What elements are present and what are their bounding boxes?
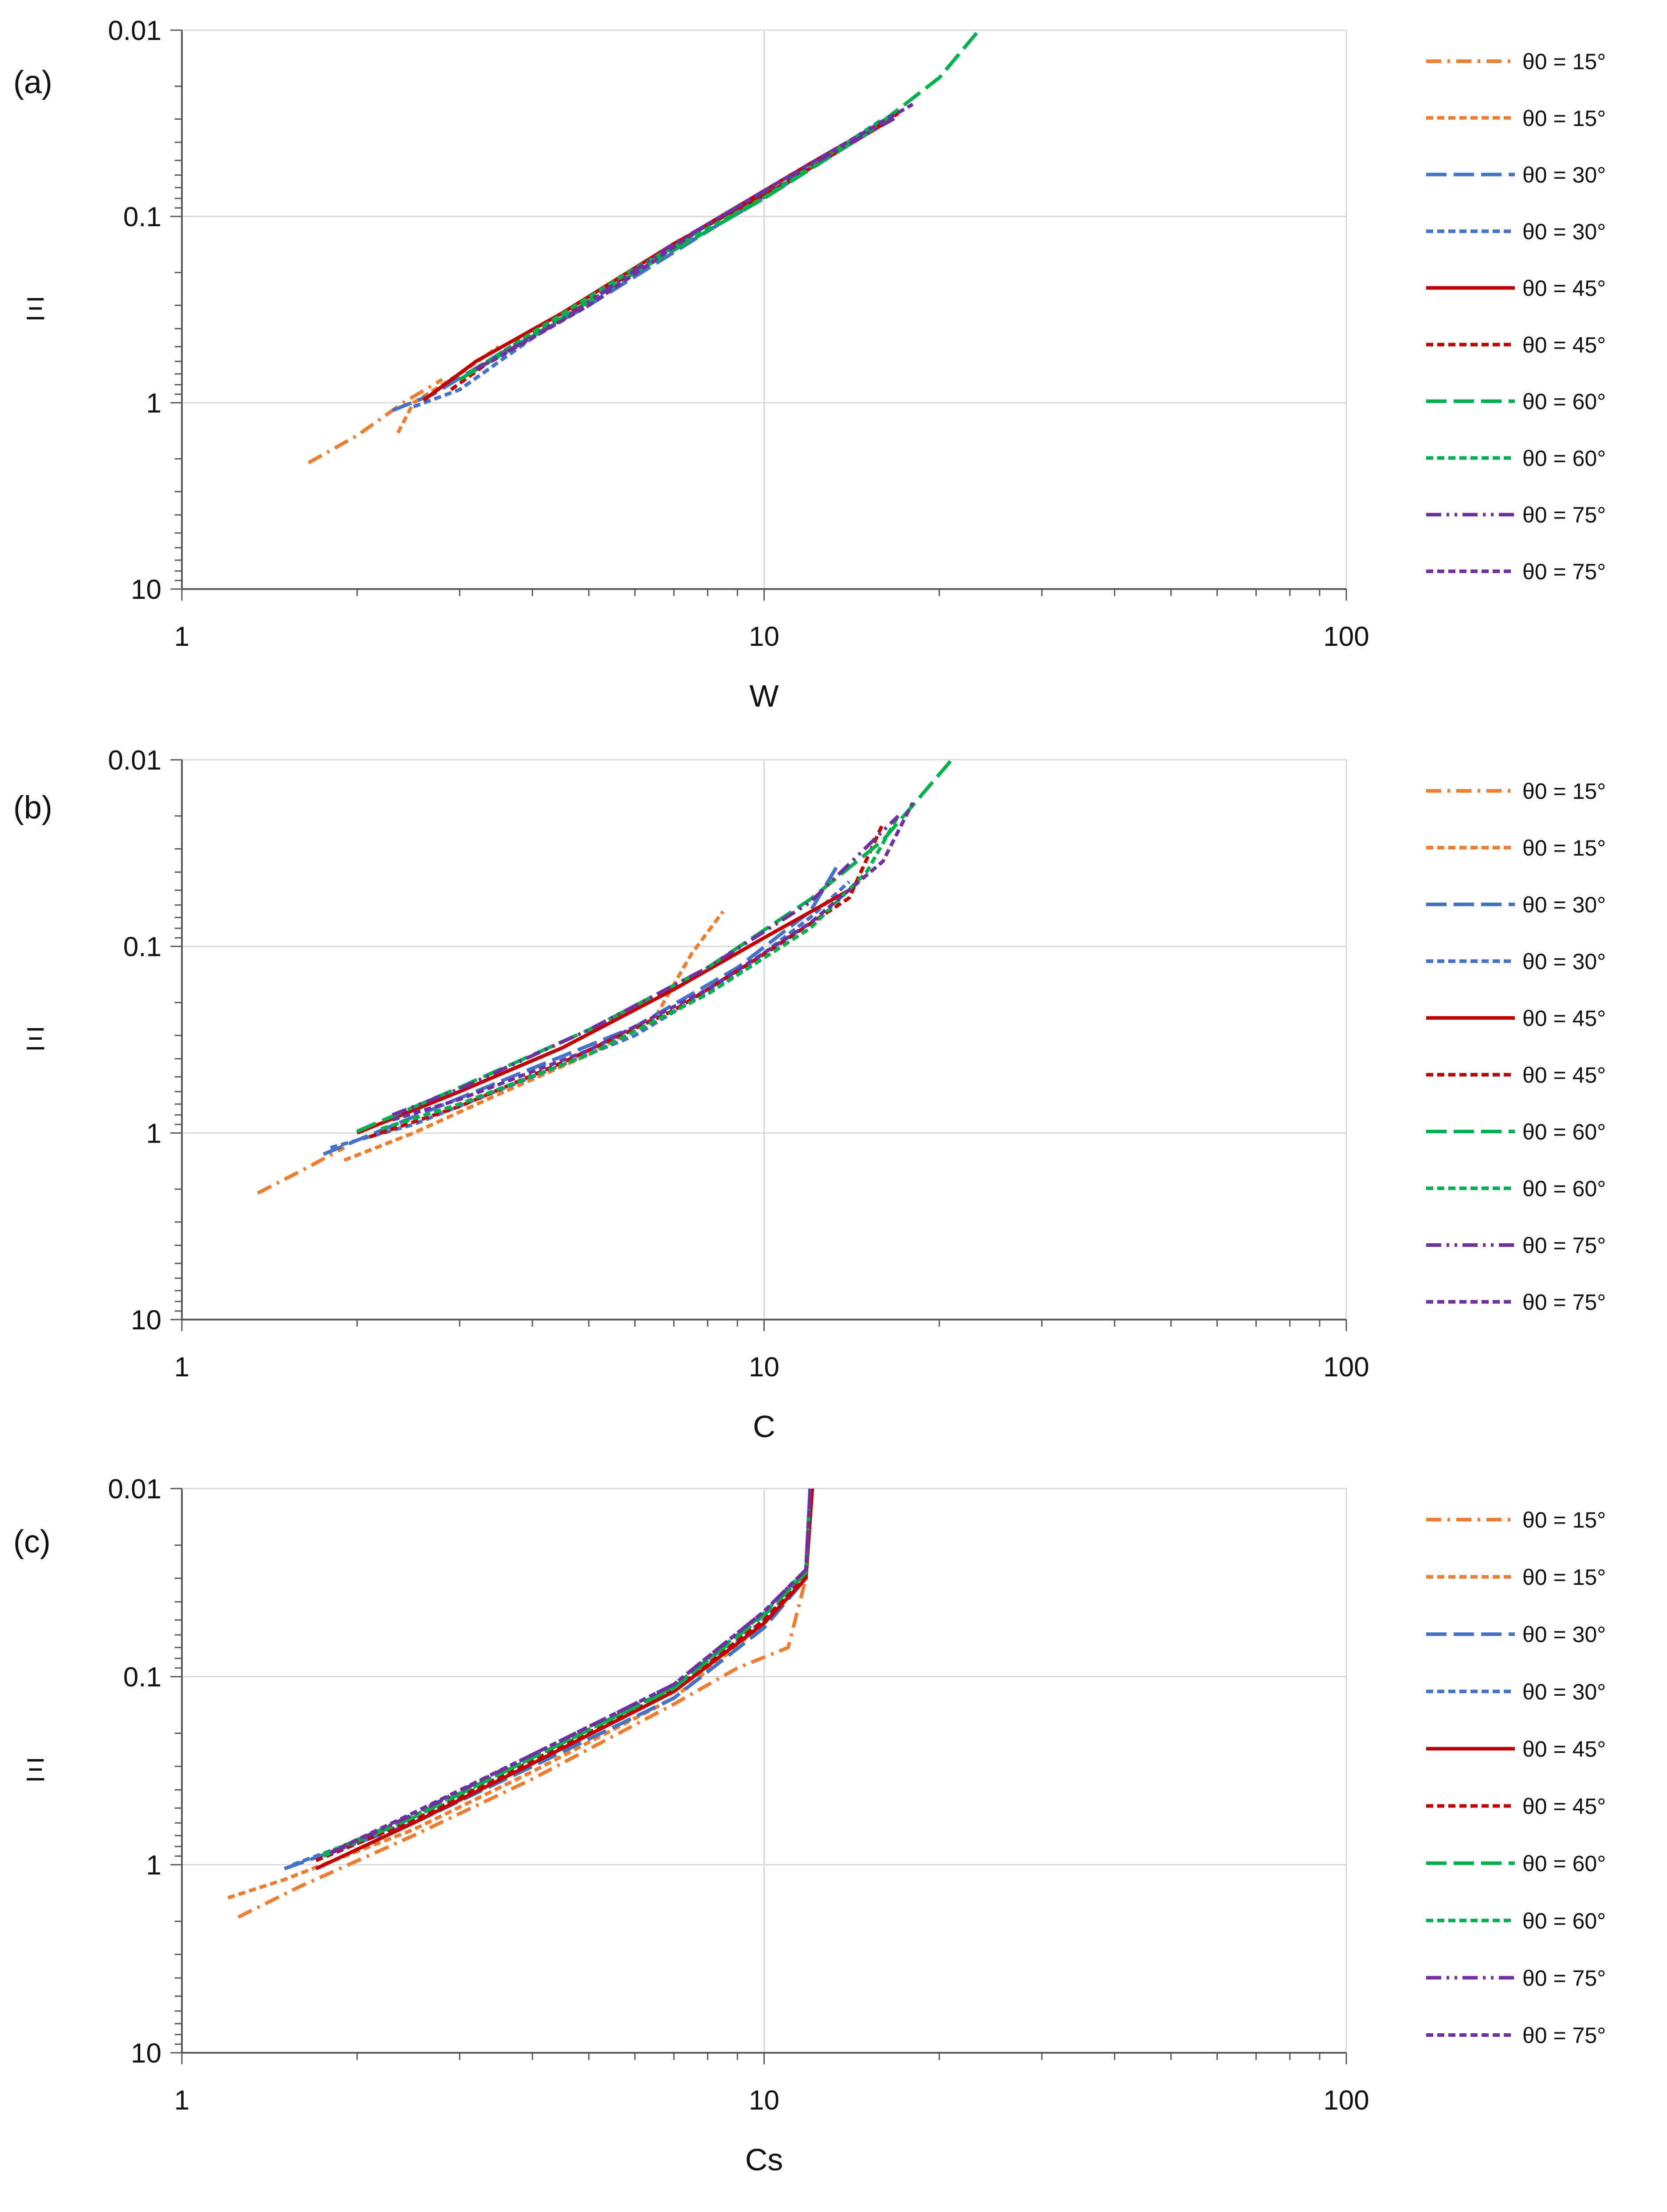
legend-label: θ0 = 75° <box>1522 503 1606 527</box>
x-tick-label: 10 <box>749 1352 779 1383</box>
series-line-6 <box>369 823 885 1139</box>
series-line-7 <box>322 1489 812 1858</box>
series-line-9 <box>330 1489 812 1855</box>
x-tick-label: 100 <box>1323 1352 1369 1383</box>
panel-label: (c) <box>13 1524 51 1560</box>
legend-label: θ0 = 15° <box>1522 1565 1606 1590</box>
series-line-10 <box>330 1489 812 1854</box>
y-tick-label: 1 <box>146 1118 161 1149</box>
legend-label: θ0 = 60° <box>1522 1851 1606 1876</box>
legend-label: θ0 = 75° <box>1522 1966 1606 1991</box>
legend-label: θ0 = 30° <box>1522 1679 1606 1704</box>
series-line-2 <box>227 1489 812 1900</box>
series-line-2 <box>343 910 725 1162</box>
y-tick-label: 0.01 <box>108 16 161 46</box>
y-axis-title: Ξ <box>25 291 46 326</box>
series-line-5 <box>356 888 850 1135</box>
y-axis-title: Ξ <box>25 1752 46 1787</box>
y-tick-label: 0.1 <box>123 202 161 232</box>
legend-label: θ0 = 15° <box>1522 106 1606 131</box>
legend-label: θ0 = 15° <box>1522 1508 1606 1532</box>
series-line-10 <box>490 102 914 363</box>
x-tick-label: 10 <box>749 2085 779 2116</box>
y-tick-label: 0.01 <box>108 1474 161 1505</box>
legend-label: θ0 = 45° <box>1522 1063 1606 1088</box>
legend-label: θ0 = 30° <box>1522 892 1606 917</box>
series-line-8 <box>381 815 900 1131</box>
series-line-8 <box>467 118 884 376</box>
legend: θ0 = 15° θ0 = 15° θ0 = 30° θ0 = 30° θ0 = 45°… <box>1426 1508 1606 2048</box>
x-axis-title: C <box>753 1409 775 1444</box>
x-axis-title: W <box>749 679 778 713</box>
legend-label: θ0 = 15° <box>1522 836 1606 860</box>
legend-label: θ0 = 15° <box>1522 779 1606 804</box>
series-line-5 <box>315 1489 814 1870</box>
legend-label: θ0 = 45° <box>1522 333 1606 358</box>
legend-label: θ0 = 75° <box>1522 1290 1606 1315</box>
panel-label: (a) <box>13 65 52 100</box>
legend-label: θ0 = 60° <box>1522 389 1606 414</box>
legend-label: θ0 = 45° <box>1522 1737 1606 1761</box>
series-group <box>227 1489 814 1919</box>
x-axis-title: Cs <box>745 2142 783 2177</box>
series-group <box>307 30 981 464</box>
legend-label: θ0 = 60° <box>1522 1176 1606 1201</box>
series-line-6 <box>315 1489 814 1862</box>
x-tick-label: 1 <box>174 1352 189 1383</box>
x-tick-label: 100 <box>1323 621 1369 652</box>
y-tick-label: 10 <box>131 2038 161 2069</box>
series-line-7 <box>356 760 953 1133</box>
x-tick-label: 1 <box>174 2085 189 2116</box>
legend-label: θ0 = 45° <box>1522 276 1606 301</box>
series-line-3 <box>283 1489 812 1870</box>
legend-label: θ0 = 30° <box>1522 1622 1606 1647</box>
series-line-1 <box>257 1146 345 1195</box>
y-tick-label: 1 <box>146 1850 161 1881</box>
panel-label: (b) <box>13 790 52 825</box>
x-tick-label: 10 <box>749 621 779 652</box>
legend-label: θ0 = 75° <box>1522 559 1606 584</box>
y-axis-title: Ξ <box>25 1022 46 1056</box>
legend-label: θ0 = 30° <box>1522 949 1606 974</box>
legend: θ0 = 15° θ0 = 15° θ0 = 30° θ0 = 30° θ0 = 45°… <box>1426 779 1606 1315</box>
series-line-1 <box>237 1489 812 1919</box>
legend-label: θ0 = 60° <box>1522 1909 1606 1933</box>
legend-label: θ0 = 15° <box>1522 49 1606 74</box>
x-tick-label: 1 <box>174 621 189 652</box>
legend-label: θ0 = 75° <box>1522 1233 1606 1258</box>
x-tick-label: 100 <box>1323 2085 1369 2116</box>
legend-label: θ0 = 45° <box>1522 1006 1606 1031</box>
legend-label: θ0 = 30° <box>1522 163 1606 188</box>
y-tick-label: 10 <box>131 1305 161 1336</box>
series-line-1 <box>307 378 443 464</box>
y-tick-label: 10 <box>131 574 161 605</box>
legend-label: θ0 = 30° <box>1522 219 1606 244</box>
series-line-8 <box>322 1489 812 1856</box>
series-line-4 <box>330 880 851 1150</box>
series-line-10 <box>392 802 915 1122</box>
y-tick-label: 0.1 <box>123 1662 161 1693</box>
y-tick-label: 0.1 <box>123 932 161 963</box>
y-tick-label: 0.01 <box>108 745 161 776</box>
legend: θ0 = 15° θ0 = 15° θ0 = 30° θ0 = 30° θ0 = 45°… <box>1426 49 1606 584</box>
legend-label: θ0 = 45° <box>1522 1794 1606 1819</box>
series-line-9 <box>392 814 900 1117</box>
legend-label: θ0 = 60° <box>1522 1120 1606 1144</box>
y-tick-label: 1 <box>146 388 161 419</box>
legend-label: θ0 = 60° <box>1522 446 1606 471</box>
series-group <box>257 760 953 1195</box>
series-line-2 <box>396 345 500 434</box>
legend-label: θ0 = 75° <box>1522 2023 1606 2048</box>
